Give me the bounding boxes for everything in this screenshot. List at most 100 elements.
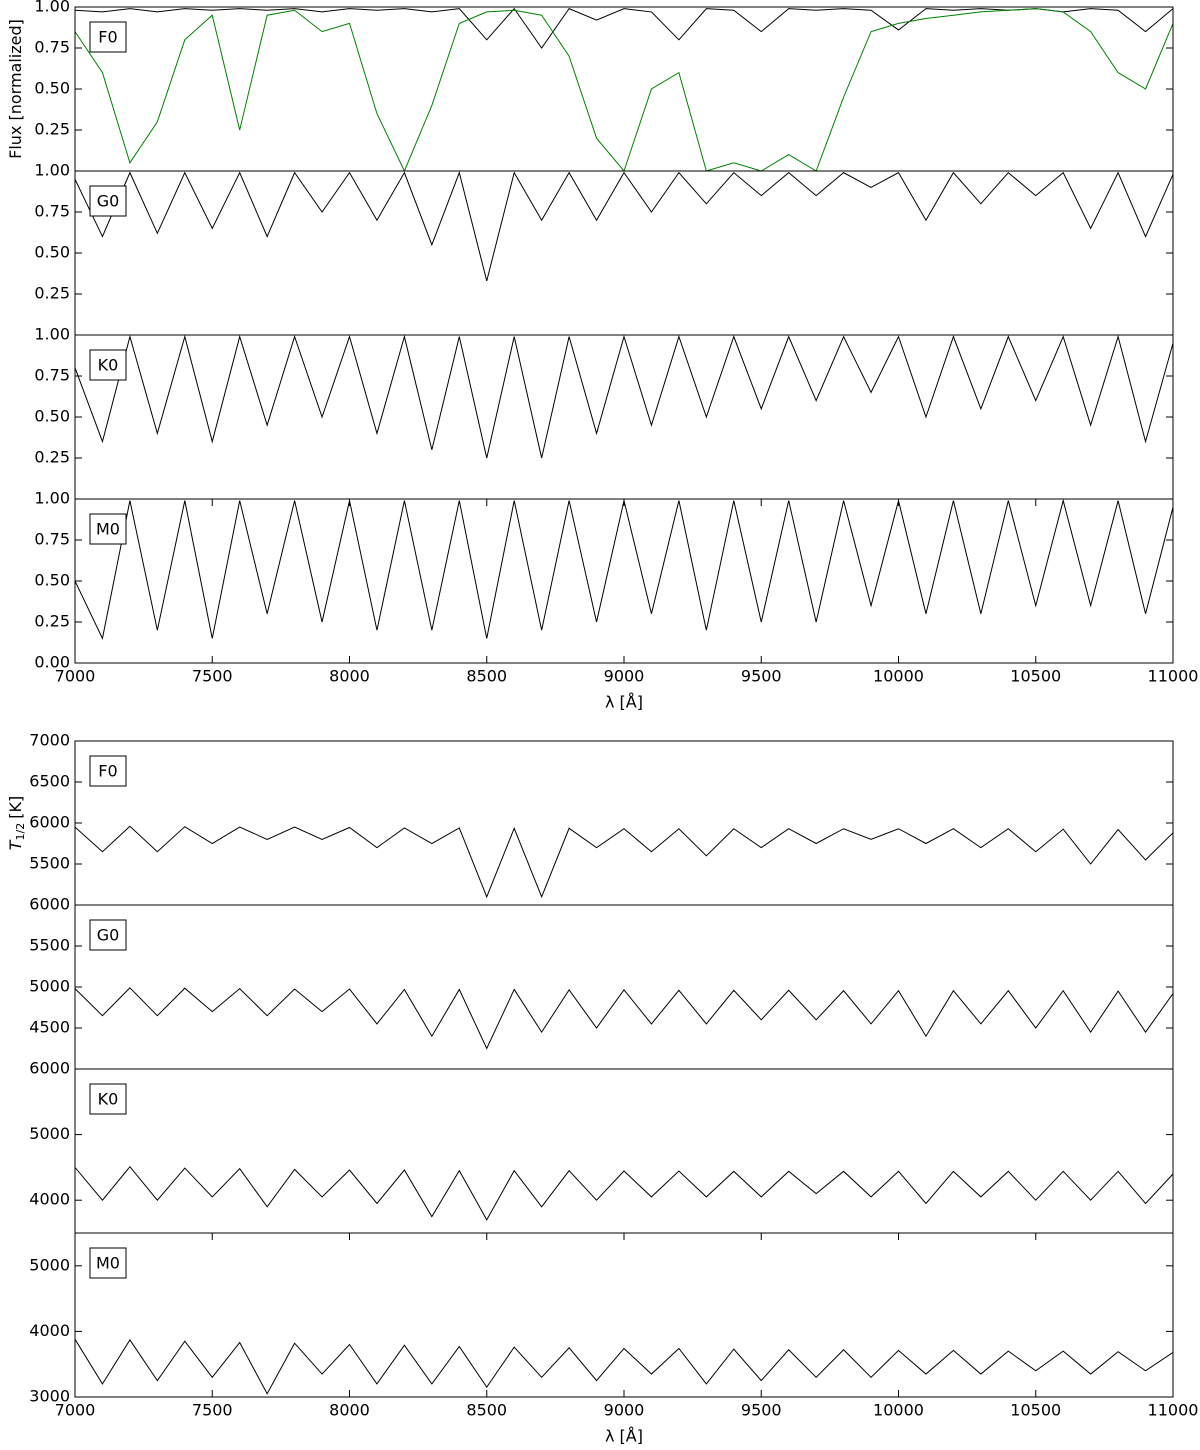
y-tick-label: 5500 xyxy=(29,854,70,873)
spectrum-line xyxy=(75,7,1173,49)
y-tick-label: 0.50 xyxy=(34,571,70,590)
x-tick-label: 11000 xyxy=(1148,1401,1199,1420)
spectrum-line xyxy=(75,1339,1173,1395)
spectrum-line xyxy=(75,987,1173,1050)
x-tick-label: 10500 xyxy=(1010,1401,1061,1420)
panel: 3000 4000 5000 7000 7500 8000 8500 9000 9500 1000… xyxy=(29,1232,1199,1446)
y-label-unit: [K] xyxy=(6,796,25,819)
y-tick-label: 0.75 xyxy=(34,530,70,549)
label-box xyxy=(89,513,127,545)
panel-label: F0 xyxy=(98,762,117,781)
y-tick-label: 0.25 xyxy=(34,612,70,631)
y-tick-label: 7000 xyxy=(29,731,70,750)
y-tick-label: 0.25 xyxy=(34,448,70,467)
x-tick-label: 10000 xyxy=(873,667,924,686)
panel: 5500 6000 6500 7000 T1/2 [K] F0 xyxy=(6,731,1174,906)
axes-frame xyxy=(74,334,1174,500)
spectrum-line xyxy=(75,8,1173,171)
y-tick-label: 0.75 xyxy=(34,202,70,221)
x-axis-label: λ [Å] xyxy=(605,693,643,712)
x-tick-label: 8500 xyxy=(466,1401,507,1420)
panel-label: M0 xyxy=(96,520,120,539)
x-axis-label: λ [Å] xyxy=(605,1427,643,1446)
y-axis-label: Flux [normalized] xyxy=(6,19,25,159)
y-label-main: T xyxy=(6,839,25,850)
panel-label: G0 xyxy=(97,192,120,211)
label-box xyxy=(89,21,127,53)
spectrum-line xyxy=(75,499,1173,640)
panel-label: G0 xyxy=(97,926,120,945)
x-tick-label: 8500 xyxy=(466,667,507,686)
spectrum-line xyxy=(75,171,1173,282)
x-tick-label: 10000 xyxy=(873,1401,924,1420)
y-tick-label: 1.00 xyxy=(34,161,70,180)
y-tick-label: 3000 xyxy=(29,1387,70,1406)
label-box xyxy=(89,755,127,787)
y-tick-label: 0.25 xyxy=(34,284,70,303)
y-tick-label: 0.25 xyxy=(34,120,70,139)
y-tick-label: 4500 xyxy=(29,1018,70,1037)
panel: 4000 5000 6000 K0 xyxy=(29,1059,1174,1234)
y-tick-label: 0.50 xyxy=(34,79,70,98)
axes-frame xyxy=(74,1232,1174,1398)
y-tick-label: 1.00 xyxy=(34,489,70,508)
x-tick-label: 9500 xyxy=(741,1401,782,1420)
spectrum-line xyxy=(75,335,1173,459)
x-tick-label: 7500 xyxy=(192,667,233,686)
panel-label: F0 xyxy=(98,28,117,47)
label-box xyxy=(89,1247,127,1279)
y-tick-label: 4000 xyxy=(29,1190,70,1209)
x-tick-label: 9000 xyxy=(604,1401,645,1420)
axes-frame xyxy=(74,740,1174,906)
y-tick-label: 4000 xyxy=(29,1321,70,1340)
panel: 0.25 0.50 0.75 1.00 G0 xyxy=(34,161,1174,336)
y-tick-label: 5000 xyxy=(29,1124,70,1143)
x-tick-label: 11000 xyxy=(1148,667,1199,686)
y-tick-label: 0.00 xyxy=(34,653,70,672)
axes-frame xyxy=(74,904,1174,1070)
y-axis-label: T1/2 [K] xyxy=(6,796,28,850)
label-box xyxy=(89,349,127,381)
y-label-sub: 1/2 xyxy=(14,823,27,841)
panel-label: K0 xyxy=(98,356,119,375)
axes-frame xyxy=(74,498,1174,664)
y-tick-label: 1.00 xyxy=(34,325,70,344)
y-tick-label: 6000 xyxy=(29,813,70,832)
y-tick-label: 5000 xyxy=(29,977,70,996)
y-tick-label: 0.75 xyxy=(34,38,70,57)
y-tick-label: 6000 xyxy=(29,1059,70,1078)
y-tick-label: 5000 xyxy=(29,1255,70,1274)
y-tick-label: 0.50 xyxy=(34,243,70,262)
y-tick-label: 0.75 xyxy=(34,366,70,385)
label-box xyxy=(89,919,127,951)
x-tick-label: 10500 xyxy=(1010,667,1061,686)
axes-frame xyxy=(74,6,1174,172)
label-box xyxy=(89,1083,127,1115)
spectrum-line xyxy=(75,1165,1173,1221)
x-tick-label: 7500 xyxy=(192,1401,233,1420)
y-tick-label: 6000 xyxy=(29,895,70,914)
panel: 0.25 0.50 0.75 1.00 Flux [normalized] F0 xyxy=(6,0,1174,172)
spectrum-line xyxy=(75,825,1173,899)
panel: 0.00 0.25 0.50 0.75 1.00 7000 7500 8000 8500 9000… xyxy=(34,489,1198,712)
panel-label: M0 xyxy=(96,1254,120,1273)
x-tick-label: 8000 xyxy=(329,667,370,686)
y-label-main: Flux [normalized] xyxy=(6,19,25,159)
x-tick-label: 9500 xyxy=(741,667,782,686)
y-tick-label: 1.00 xyxy=(34,0,70,16)
x-tick-label: 8000 xyxy=(329,1401,370,1420)
panel: 0.25 0.50 0.75 1.00 K0 xyxy=(34,325,1174,500)
axes-frame xyxy=(74,170,1174,336)
label-box xyxy=(89,185,127,217)
panel: 4500 5000 5500 6000 G0 xyxy=(29,895,1174,1070)
x-tick-label: 7000 xyxy=(55,1401,96,1420)
y-tick-label: 5500 xyxy=(29,936,70,955)
y-tick-label: 0.50 xyxy=(34,407,70,426)
x-tick-label: 9000 xyxy=(604,667,645,686)
panel-label: K0 xyxy=(98,1090,119,1109)
x-tick-label: 7000 xyxy=(55,667,96,686)
y-tick-label: 6500 xyxy=(29,772,70,791)
axes-frame xyxy=(74,1068,1174,1234)
